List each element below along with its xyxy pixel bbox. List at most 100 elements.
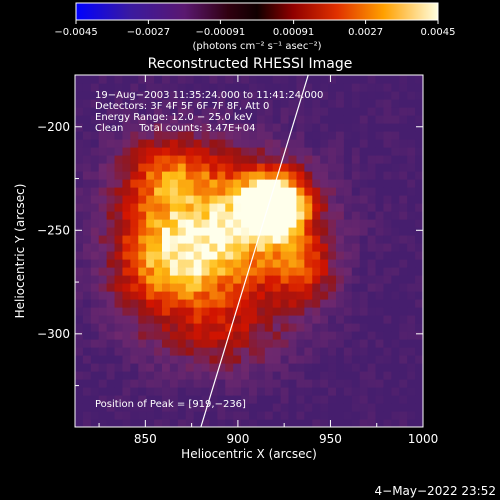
heatmap-cell [280,123,290,132]
heatmap-cell [209,339,218,348]
heatmap-cell [320,323,329,332]
heatmap-cell [138,291,147,300]
heatmap-cell [296,147,305,156]
heatmap-cell [90,267,100,276]
heatmap-cell [359,387,369,396]
heatmap-cell [225,371,234,380]
heatmap-cell [114,251,124,260]
heatmap-cell [328,147,337,156]
heatmap-cell [82,339,92,348]
heatmap-cell [185,123,195,132]
heatmap-cell [177,291,187,300]
heatmap-cell [280,243,290,252]
heatmap-cell [280,99,290,108]
heatmap-cell [375,307,385,316]
heatmap-cell [130,315,139,324]
heatmap-cell [407,131,416,140]
heatmap-cell [288,243,298,252]
heatmap-cell [75,299,84,308]
heatmap-cell [169,347,179,356]
heatmap-cell [146,275,155,284]
heatmap-cell [154,331,163,340]
heatmap-cell [114,267,124,276]
heatmap-cell [201,203,211,212]
heatmap-cell [304,227,313,236]
peak-position-label: Position of Peak = [919,−236] [95,399,246,410]
heatmap-cell [98,163,108,172]
heatmap-cell [280,91,290,100]
heatmap-cell [138,171,147,180]
heatmap-cell [122,291,131,300]
heatmap-cell [106,339,116,348]
heatmap-cell [383,347,392,356]
heatmap-cell [383,283,392,292]
heatmap-cell [399,83,408,92]
heatmap-cell [75,347,84,356]
heatmap-cell [359,147,369,156]
heatmap-cell [336,123,345,132]
heatmap-cell [193,203,203,212]
heatmap-cell [169,211,179,220]
heatmap-cell [154,275,163,284]
heatmap-cell [114,163,124,172]
heatmap-cell [209,179,218,188]
heatmap-cell [146,307,155,316]
heatmap-cell [114,299,124,308]
heatmap-cell [146,139,155,148]
heatmap-cell [383,91,392,100]
heatmap-cell [351,387,361,396]
heatmap-cell [288,283,298,292]
heatmap-cell [343,331,353,340]
heatmap-cell [114,355,124,364]
heatmap-cell [264,403,274,412]
heatmap-cell [367,347,377,356]
heatmap-cell [367,275,377,284]
heatmap-cell [272,403,282,412]
heatmap-cell [114,259,124,268]
heatmap-cell [201,339,211,348]
heatmap-cell [114,123,124,132]
heatmap-cell [114,403,124,412]
heatmap-cell [383,139,392,148]
heatmap-cell [288,75,298,84]
heatmap-cell [193,195,203,204]
heatmap-cell [296,347,305,356]
heatmap-cell [407,371,416,380]
heatmap-cell [169,147,179,156]
heatmap-cell [130,339,139,348]
heatmap-cell [106,403,116,412]
heatmap-cell [122,187,131,196]
heatmap-cell [415,123,423,132]
heatmap-cell [367,387,377,396]
heatmap-cell [359,299,369,308]
heatmap-cell [98,363,108,372]
heatmap-cell [249,171,258,180]
heatmap-cell [225,395,234,404]
heatmap-cell [162,403,171,412]
heatmap-cell [209,315,218,324]
heatmap-cell [407,227,416,236]
heatmap-cell [225,347,234,356]
heatmap-cell [154,163,163,172]
heatmap-cell [288,211,298,220]
heatmap-cell [383,339,392,348]
heatmap-cell [367,267,377,276]
heatmap-cell [233,299,242,308]
heatmap-cell [399,147,408,156]
heatmap-cell [233,395,242,404]
heatmap-cell [328,139,337,148]
heatmap-cell [193,155,203,164]
heatmap-cell [375,291,385,300]
heatmap-cell [312,163,321,172]
heatmap-cell [225,163,234,172]
heatmap-cell [264,291,274,300]
heatmap-cell [241,91,250,100]
heatmap-cell [233,387,242,396]
heatmap-cell [225,91,234,100]
heatmap-cell [304,163,313,172]
heatmap-cell [130,307,139,316]
heatmap-cell [90,379,100,388]
heatmap-cell [383,203,392,212]
heatmap-cell [264,139,274,148]
heatmap-cell [75,211,84,220]
